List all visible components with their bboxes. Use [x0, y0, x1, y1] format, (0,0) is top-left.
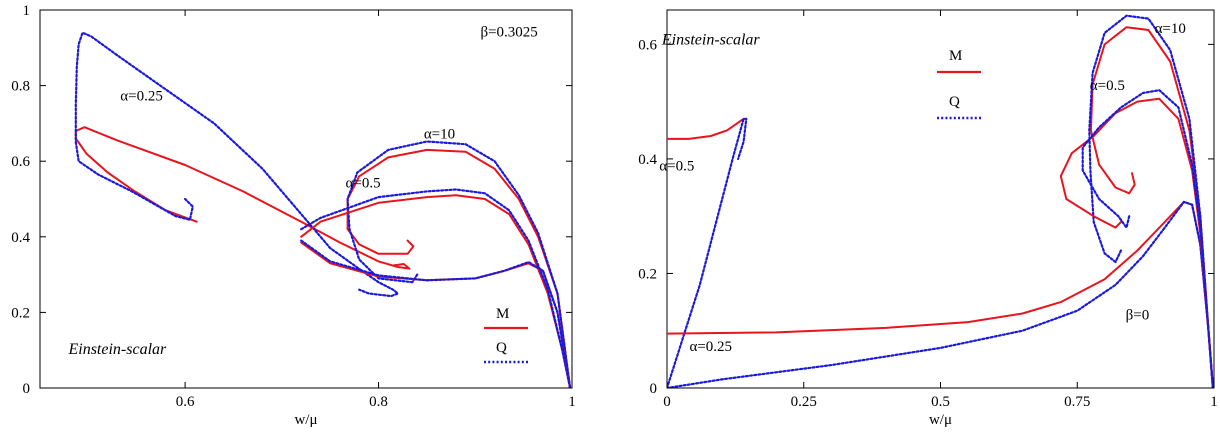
y-tick-label: 0.4: [11, 230, 30, 246]
series-line-m-alpha-0_25: [667, 202, 1213, 388]
x-tick-label: 0.75: [1064, 394, 1090, 410]
legend-label-q: Q: [496, 340, 507, 356]
x-axis-title: w/μ: [929, 412, 952, 428]
annotation-label: α=0.25: [120, 89, 163, 105]
series-line-q-alpha-0_25: [667, 202, 1213, 388]
x-tick-label: 0.5: [931, 394, 950, 410]
annotation-label: α=0.5: [1090, 78, 1125, 94]
series-group: [76, 33, 570, 388]
legend-label-q: Q: [949, 94, 960, 110]
x-tick-label: 0.8: [369, 394, 388, 410]
y-tick-label: 0.2: [638, 266, 657, 282]
right-panel: 0 0.25 0.5 0.75 1 0 0.2 0.4 0.6 w/μ Einstein-scala…: [638, 10, 1218, 428]
x-tick-label: 1: [568, 394, 576, 410]
legend-label-m: M: [949, 48, 962, 64]
y-tick-label: 0.4: [638, 152, 657, 168]
annotation-label: β=0.3025: [480, 24, 537, 40]
y-tick-label: 0.8: [11, 79, 30, 95]
legend: MQ: [937, 48, 981, 118]
series-line-m-alpha-0_5: [301, 195, 570, 388]
y-tick-label: 0.6: [11, 154, 30, 170]
plot-frame: [667, 10, 1214, 388]
y-tick-label: 1: [23, 3, 31, 19]
series-line-q-alpha-low: [301, 241, 570, 388]
series-line-q-alpha-10: [1089, 16, 1213, 388]
series-line-m-alpha-0_25: [76, 127, 410, 268]
series-line-q-alpha-0_25: [76, 33, 398, 296]
annotation-label: α=0.5: [659, 158, 694, 174]
x-tick-label: 0.6: [176, 394, 195, 410]
y-tick-label: 0: [23, 381, 31, 397]
annotation-label: α=0.25: [689, 339, 732, 355]
x-axis-title: w/μ: [294, 412, 317, 428]
annotation-label: α=10: [424, 127, 455, 143]
series-line-m-alpha-10: [348, 150, 570, 388]
x-tick-label: 1: [1210, 394, 1218, 410]
y-tick-label: 0.2: [11, 305, 30, 321]
series-line-m-alpha-0_5: [667, 119, 744, 139]
annotation-label: α=0.5: [346, 176, 381, 192]
y-tick-label: 0.6: [638, 37, 657, 53]
legend-label-m: M: [496, 306, 509, 322]
y-tick-label: 0: [650, 381, 658, 397]
legend: MQ: [484, 306, 528, 362]
annotation-label: β=0: [1126, 307, 1150, 323]
left-panel: 0.6 0.8 1 0 0.2 0.4 0.6 0.8 1 w/μ β=0.3025 α=0.25 α=…: [11, 3, 576, 428]
x-tick-label: 0: [663, 394, 671, 410]
x-tick-label: 0.25: [791, 394, 817, 410]
annotation-label: Einstein-scalar: [67, 341, 167, 358]
annotation-label: Einstein-scalar: [661, 31, 761, 48]
annotation-label: α=10: [1155, 21, 1186, 37]
